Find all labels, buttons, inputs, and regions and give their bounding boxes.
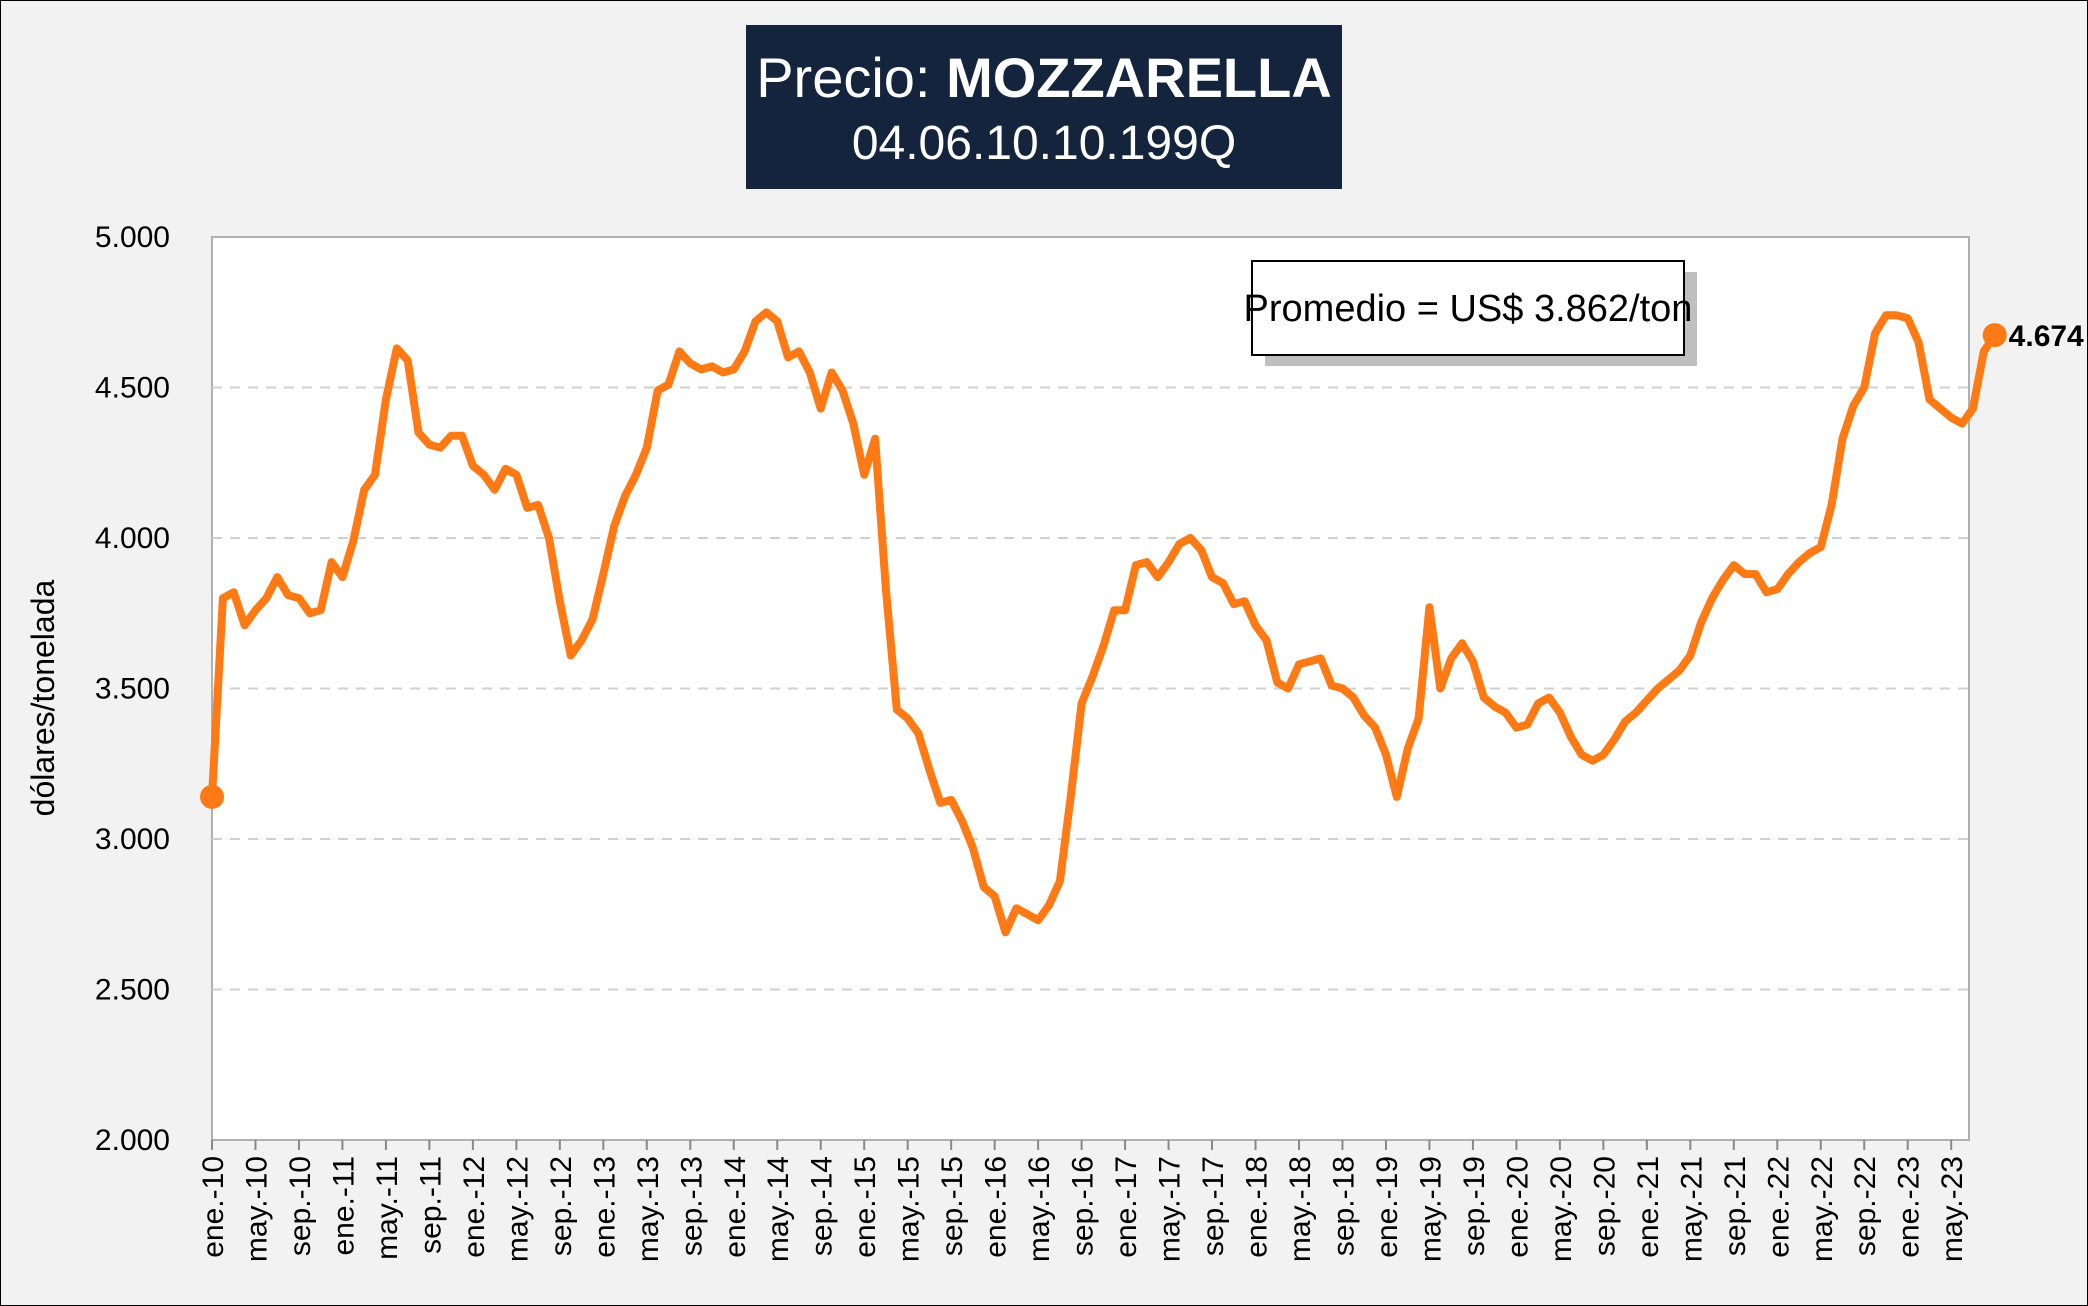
- x-tick-label: sep.-13: [675, 1156, 708, 1256]
- y-tick-label: 4.000: [95, 522, 170, 555]
- x-tick-label: may.-14: [762, 1156, 795, 1262]
- last-value-label: 4.674: [2009, 320, 2084, 353]
- x-tick-label: sep.-15: [936, 1156, 969, 1256]
- average-annotation-box: Promedio = US$ 3.862/ton: [1244, 260, 1697, 366]
- start-point-marker: [200, 784, 224, 809]
- series-points: [211, 312, 1995, 933]
- chart-title: Precio: MOZZARELLA: [746, 43, 1342, 113]
- y-axis-label: dólares/tonelada: [25, 579, 61, 816]
- x-tick-label: may.-10: [240, 1156, 273, 1262]
- x-axis-ticks: ene.-10 may.-10 sep.-10 ene.-11 may.-11 sep.-…: [197, 1140, 1969, 1262]
- y-tick-label: 5.000: [95, 221, 170, 254]
- chart-subtitle: 04.06.10.10.199Q: [851, 117, 1237, 170]
- x-tick-label: ene.-12: [458, 1156, 491, 1258]
- x-tick-label: may.-11: [371, 1156, 404, 1260]
- y-tick-label: 2.500: [95, 974, 170, 1007]
- x-tick-label: may.-16: [1023, 1156, 1056, 1262]
- x-tick-label: ene.-14: [719, 1156, 752, 1258]
- title-prefix: Precio:: [756, 46, 947, 109]
- x-tick-label: sep.-12: [545, 1156, 578, 1256]
- x-tick-label: may.-23: [1936, 1156, 1969, 1262]
- title-product: MOZZARELLA: [946, 46, 1332, 109]
- x-tick-label: ene.-20: [1501, 1156, 1534, 1258]
- x-tick-label: may.-21: [1675, 1156, 1708, 1262]
- x-tick-label: ene.-22: [1762, 1156, 1795, 1258]
- end-point-marker: [1982, 323, 2007, 348]
- average-annotation: Promedio = US$ 3.862/ton: [1244, 288, 1693, 330]
- x-tick-label: sep.-18: [1327, 1156, 1360, 1256]
- y-axis-ticks: 2.000 2.500 3.000 3.500 4.000 4.500 5.000: [95, 221, 170, 1157]
- x-tick-label: may.-12: [501, 1156, 534, 1262]
- x-tick-label: may.-20: [1545, 1156, 1578, 1262]
- x-tick-label: sep.-17: [1197, 1156, 1230, 1256]
- title-box: Precio: MOZZARELLA 04.06.10.10.199Q: [746, 25, 1342, 189]
- x-tick-label: sep.-19: [1458, 1156, 1491, 1256]
- gridlines: [212, 386, 1969, 991]
- y-tick-label: 3.500: [95, 673, 170, 706]
- x-tick-label: sep.-22: [1849, 1156, 1882, 1256]
- x-tick-label: ene.-23: [1893, 1156, 1926, 1258]
- x-tick-label: ene.-10: [197, 1156, 230, 1258]
- x-tick-label: sep.-16: [1067, 1156, 1100, 1256]
- x-tick-label: sep.-11: [414, 1156, 447, 1254]
- x-tick-label: may.-19: [1414, 1156, 1447, 1262]
- x-tick-label: sep.-14: [806, 1156, 839, 1256]
- x-tick-label: ene.-18: [1241, 1156, 1274, 1258]
- x-tick-label: ene.-19: [1371, 1156, 1404, 1258]
- x-tick-label: ene.-11: [327, 1156, 360, 1256]
- x-tick-label: ene.-17: [1110, 1156, 1143, 1258]
- x-tick-label: ene.-16: [980, 1156, 1013, 1258]
- x-tick-label: ene.-13: [588, 1156, 621, 1258]
- x-tick-label: sep.-20: [1588, 1156, 1621, 1256]
- x-tick-label: sep.-21: [1719, 1156, 1752, 1256]
- x-tick-label: may.-17: [1154, 1156, 1187, 1262]
- y-tick-label: 4.500: [95, 372, 170, 405]
- x-tick-label: ene.-21: [1632, 1156, 1665, 1258]
- x-tick-label: may.-18: [1284, 1156, 1317, 1262]
- y-tick-label: 2.000: [95, 1124, 170, 1157]
- y-tick-label: 3.000: [95, 823, 170, 856]
- x-tick-label: sep.-10: [284, 1156, 317, 1256]
- x-tick-label: may.-15: [893, 1156, 926, 1262]
- x-tick-label: may.-22: [1806, 1156, 1839, 1262]
- x-tick-label: may.-13: [632, 1156, 665, 1262]
- x-tick-label: ene.-15: [849, 1156, 882, 1258]
